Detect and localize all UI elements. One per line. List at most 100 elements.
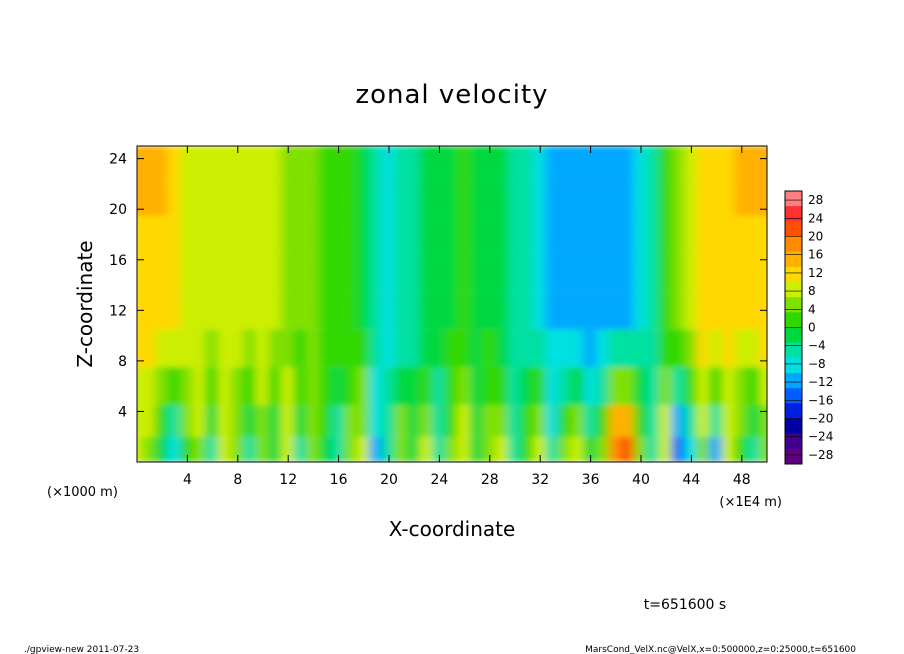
- heatmap-cell: [306, 215, 321, 254]
- heatmap-cell: [558, 405, 573, 437]
- heatmap-cell: [721, 177, 737, 216]
- heatmap-cell: [457, 329, 472, 368]
- heatmap-cell: [532, 367, 548, 406]
- heatmap-cell: [532, 177, 548, 216]
- heatmap-cell: [137, 436, 145, 462]
- colorbar-swatch: [785, 448, 802, 465]
- heatmap-cell: [684, 146, 699, 178]
- heatmap-cell: [747, 177, 762, 216]
- heatmap-cell: [205, 215, 220, 254]
- heatmap-cell: [356, 367, 372, 406]
- heatmap-cell: [154, 436, 170, 462]
- y-tick-label: 20: [109, 202, 127, 218]
- heatmap-cell: [444, 177, 460, 216]
- heatmap-cell: [495, 177, 510, 216]
- heatmap-cell: [721, 436, 737, 462]
- heatmap-cell: [444, 405, 460, 437]
- heatmap-cell: [356, 215, 372, 254]
- heatmap-cell: [671, 329, 687, 368]
- heatmap-cell: [280, 405, 296, 437]
- heatmap-cell: [671, 405, 687, 437]
- heatmap-cell: [255, 436, 271, 462]
- heatmap-cell: [482, 253, 498, 292]
- colorbar-swatch: [785, 297, 802, 313]
- heatmap-cell: [583, 177, 598, 216]
- heatmap-cell: [545, 329, 561, 368]
- heatmap-cell: [684, 253, 699, 292]
- heatmap-cell: [658, 405, 674, 437]
- heatmap-cell: [192, 367, 208, 406]
- heatmap-cell: [658, 367, 674, 406]
- heatmap-cell: [343, 215, 359, 254]
- heatmap-cell: [633, 436, 649, 462]
- heatmap-cell: [268, 291, 283, 330]
- heatmap-cell: [192, 405, 208, 437]
- heatmap-cell: [293, 329, 309, 368]
- colorbar: 28 24 20 16 12 8 4 0 −4 −8 −12 −16 −20 −24 −28: [785, 191, 833, 465]
- heatmap-cell: [469, 253, 485, 292]
- heatmap-cell: [583, 367, 598, 406]
- heatmap-cell: [243, 253, 258, 292]
- heatmap-cell: [419, 405, 435, 437]
- heatmap-cell: [394, 436, 409, 462]
- heatmap-cell: [759, 177, 767, 216]
- heatmap-cell: [558, 253, 573, 292]
- heatmap-cell: [381, 291, 397, 330]
- heatmap-cell: [545, 291, 561, 330]
- heatmap-cell: [419, 436, 435, 462]
- heatmap-cell: [268, 215, 283, 254]
- heatmap-cell: [671, 146, 687, 178]
- x-tick-label: 4: [183, 472, 192, 488]
- heatmap-cell: [684, 436, 699, 462]
- heatmap-cell: [243, 291, 258, 330]
- x-unit-left: (×1000 m): [47, 485, 118, 500]
- heatmap-cell: [180, 215, 195, 254]
- heatmap-cell: [394, 253, 409, 292]
- heatmap-cell: [646, 253, 661, 292]
- x-tick-label: 8: [233, 472, 242, 488]
- heatmap-cell: [331, 405, 346, 437]
- heatmap-cell: [137, 253, 145, 292]
- heatmap-cell: [457, 253, 472, 292]
- heatmap-cell: [734, 367, 750, 406]
- heatmap-cell: [419, 253, 435, 292]
- heatmap-cell: [621, 146, 636, 178]
- heatmap-cell: [280, 215, 296, 254]
- heatmap-cell: [520, 215, 535, 254]
- heatmap-cell: [230, 436, 246, 462]
- x-axis-title: X-coordinate: [389, 517, 516, 541]
- heatmap-cell: [457, 405, 472, 437]
- heatmap-cell: [658, 329, 674, 368]
- footer-left: ./gpview-new 2011-07-23: [24, 645, 139, 654]
- heatmap-cell: [684, 215, 699, 254]
- heatmap-cell: [137, 405, 145, 437]
- heatmap-cell: [268, 405, 283, 437]
- heatmap-cell: [495, 253, 510, 292]
- heatmap-cell: [318, 329, 334, 368]
- heatmap-cell: [545, 146, 561, 178]
- heatmap-cell: [268, 367, 283, 406]
- heatmap-cell: [696, 436, 712, 462]
- heatmap-cell: [608, 405, 624, 437]
- heatmap-cell: [230, 405, 246, 437]
- heatmap-cell: [633, 405, 649, 437]
- heatmap-cell: [684, 291, 699, 330]
- heatmap-cell: [721, 146, 737, 178]
- heatmap-cell: [406, 146, 422, 178]
- heatmap-cell: [331, 436, 346, 462]
- heatmap-cell: [532, 146, 548, 178]
- heatmap-cell: [558, 329, 573, 368]
- heatmap-cell: [318, 291, 334, 330]
- colorbar-swatch: [785, 236, 802, 253]
- colorbar-label: 12: [808, 266, 823, 280]
- colorbar-swatch: [785, 206, 802, 222]
- y-tick-label: 24: [109, 152, 127, 168]
- heatmap-cell: [646, 291, 661, 330]
- heatmap-cell: [696, 253, 712, 292]
- heatmap-cell: [507, 146, 523, 178]
- heatmap-cell: [419, 146, 435, 178]
- y-axis: 4 8 12 16 20 24: [109, 152, 767, 420]
- heatmap-cell: [570, 177, 586, 216]
- heatmap-cell: [734, 329, 750, 368]
- heatmap-cell: [293, 367, 309, 406]
